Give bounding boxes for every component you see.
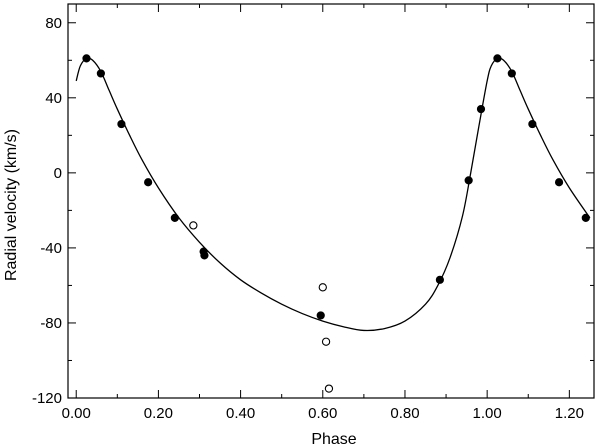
x-axis-title: Phase [311,431,356,448]
data-point-filled [435,275,444,284]
data-point-open [324,384,334,393]
data-point-filled [96,69,105,78]
data-point-open [318,283,327,292]
x-tick-label: 1.00 [473,405,502,422]
y-tick-label: -80 [40,315,62,332]
data-point-filled [464,176,473,185]
x-tick-label: 0.00 [62,405,91,422]
plot-area [67,3,595,399]
x-axis: 0.00 0.20 0.40 0.60 0.80 1.00 1.20 [62,4,584,422]
data-point-filled [581,213,590,222]
plot-frame [67,3,595,399]
data-point-filled [170,213,179,222]
y-axis-title: Radial velocity (km/s) [3,129,20,281]
data-point-filled [117,119,126,129]
data-point-filled [82,54,91,63]
data-point-open [189,221,198,230]
y-axis: 80 40 0 -40 -80 -120 [32,15,594,407]
data-point-filled [507,69,516,78]
fit-curve [75,57,591,332]
data-point-filled [554,178,564,187]
data-point-filled [493,54,502,63]
y-tick-label: -120 [32,390,62,407]
data-point-filled [200,251,209,260]
x-tick-label: 1.20 [555,405,584,422]
y-tick-label: 40 [45,90,62,107]
x-tick-label: 0.20 [144,405,173,422]
data-point-filled [316,311,325,320]
data-point-filled [528,119,537,129]
data-point-filled [476,104,486,114]
fit-curve-layer [75,57,591,332]
data-points-layer [82,54,590,393]
y-tick-label: 0 [54,165,62,182]
y-tick-label: -40 [40,240,62,257]
y-tick-label: 80 [45,15,62,32]
x-tick-label: 0.40 [226,405,255,422]
x-tick-label: 0.60 [308,405,337,422]
x-tick-label: 0.80 [390,405,419,422]
data-point-filled [144,178,153,187]
data-point-open [321,337,331,346]
